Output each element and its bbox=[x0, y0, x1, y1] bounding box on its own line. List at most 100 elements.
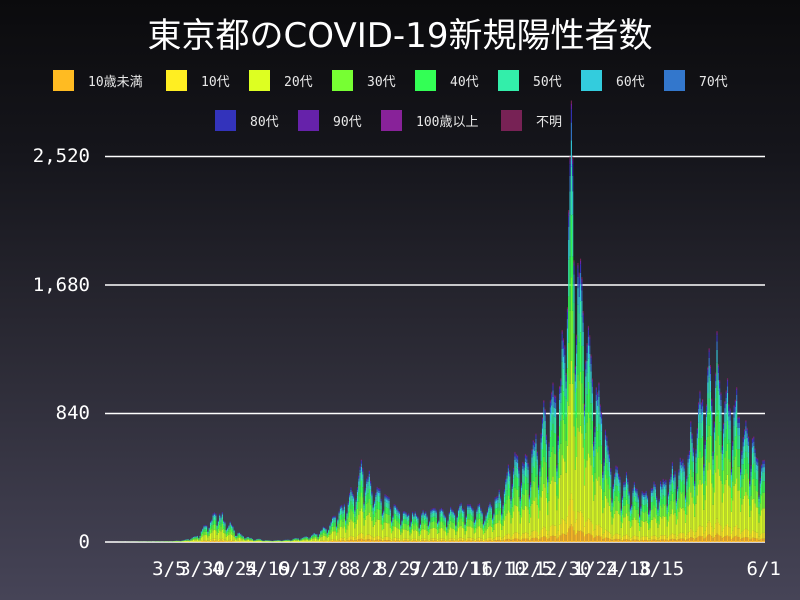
bar-segment bbox=[354, 513, 356, 518]
bar-segment bbox=[652, 509, 654, 520]
bar-segment bbox=[325, 531, 327, 534]
bar-segment bbox=[642, 492, 645, 494]
bar-segment bbox=[233, 531, 235, 533]
bar-segment bbox=[549, 401, 551, 404]
bar-segment bbox=[389, 510, 391, 513]
legend-item-50s: 50代 bbox=[498, 68, 562, 92]
bar-segment bbox=[457, 538, 460, 541]
bar-segment bbox=[356, 535, 359, 540]
bar-segment bbox=[430, 540, 432, 542]
bar-segment bbox=[532, 455, 534, 467]
bar-segment bbox=[338, 513, 340, 516]
bar-segment bbox=[600, 414, 603, 419]
bar-segment bbox=[332, 540, 334, 542]
bar-segment bbox=[333, 540, 335, 542]
bar-segment bbox=[375, 505, 377, 513]
bar-segment bbox=[560, 378, 562, 380]
bar-segment bbox=[569, 164, 571, 176]
bar-segment bbox=[404, 511, 406, 513]
bar-segment bbox=[413, 518, 415, 522]
bar-segment bbox=[249, 540, 251, 542]
bar-segment bbox=[505, 481, 507, 485]
bar-segment bbox=[471, 508, 473, 510]
bar-segment bbox=[564, 345, 566, 347]
bar-segment bbox=[332, 518, 334, 521]
bar-segment bbox=[510, 523, 512, 538]
bar-segment bbox=[427, 529, 429, 532]
bar-segment bbox=[561, 414, 563, 456]
bar-segment bbox=[366, 484, 368, 488]
bar-segment bbox=[498, 510, 500, 521]
bar-segment bbox=[597, 392, 599, 394]
bar-segment bbox=[461, 510, 464, 514]
bar-segment bbox=[250, 540, 252, 542]
bar-segment bbox=[569, 526, 571, 542]
bar-segment bbox=[656, 502, 658, 508]
bar-segment bbox=[484, 541, 486, 542]
bar-segment bbox=[397, 512, 399, 515]
bar-segment bbox=[586, 460, 588, 521]
bar-segment bbox=[560, 379, 562, 382]
bar-segment bbox=[419, 524, 422, 525]
bar-segment bbox=[561, 455, 563, 519]
bar-segment bbox=[511, 498, 513, 507]
bar-segment bbox=[391, 525, 393, 529]
bar-segment bbox=[330, 521, 332, 523]
bar-segment bbox=[198, 540, 200, 542]
bar-segment bbox=[579, 258, 582, 261]
bar-segment bbox=[371, 536, 373, 540]
bar-segment bbox=[599, 404, 601, 406]
bar-segment bbox=[371, 521, 373, 537]
bar-segment bbox=[389, 527, 391, 539]
bar-segment bbox=[379, 519, 381, 537]
bar-segment bbox=[359, 472, 361, 478]
bar-segment bbox=[594, 456, 596, 473]
bar-segment bbox=[618, 473, 620, 475]
bar-segment bbox=[460, 512, 462, 519]
bar-segment bbox=[652, 492, 654, 496]
bar-segment bbox=[501, 514, 503, 516]
bar-segment bbox=[477, 537, 479, 541]
bar-segment bbox=[499, 508, 502, 515]
bar-segment bbox=[300, 539, 302, 540]
bar-segment bbox=[618, 500, 620, 514]
bar-segment bbox=[341, 514, 343, 520]
bar-segment bbox=[219, 520, 221, 525]
bar-segment bbox=[436, 523, 439, 525]
bar-segment bbox=[217, 532, 219, 540]
bar-segment bbox=[421, 540, 423, 542]
bar-segment bbox=[362, 469, 364, 472]
bar-segment bbox=[236, 539, 238, 542]
bar-segment bbox=[597, 405, 599, 415]
bar-segment bbox=[358, 539, 360, 542]
bar-segment bbox=[535, 497, 537, 531]
bar-segment bbox=[400, 540, 402, 542]
bar-segment bbox=[513, 533, 515, 540]
bar-segment bbox=[442, 517, 444, 523]
bar-segment bbox=[338, 540, 340, 542]
bar-segment bbox=[513, 468, 515, 470]
bar-segment bbox=[494, 540, 496, 542]
bar-segment bbox=[610, 487, 612, 498]
bar-segment bbox=[621, 507, 624, 515]
bar-segment bbox=[658, 537, 660, 541]
bar-segment bbox=[476, 509, 478, 511]
bar-segment bbox=[566, 319, 568, 329]
bar-segment bbox=[543, 526, 545, 537]
bar-segment bbox=[559, 535, 561, 542]
bar-segment bbox=[548, 467, 550, 482]
bar-segment bbox=[614, 539, 616, 542]
bar-segment bbox=[368, 471, 370, 472]
bar-segment bbox=[544, 487, 546, 528]
bar-segment bbox=[657, 538, 659, 541]
bar-segment bbox=[660, 481, 662, 482]
bar-segment bbox=[464, 524, 466, 525]
bar-segment bbox=[599, 536, 601, 542]
bar-segment bbox=[381, 513, 383, 515]
bar-segment bbox=[492, 531, 494, 540]
bar-segment bbox=[446, 530, 448, 533]
bar-segment bbox=[590, 355, 592, 357]
bar-segment bbox=[568, 342, 570, 406]
bar-segment bbox=[347, 525, 349, 538]
bar-segment bbox=[591, 393, 593, 404]
